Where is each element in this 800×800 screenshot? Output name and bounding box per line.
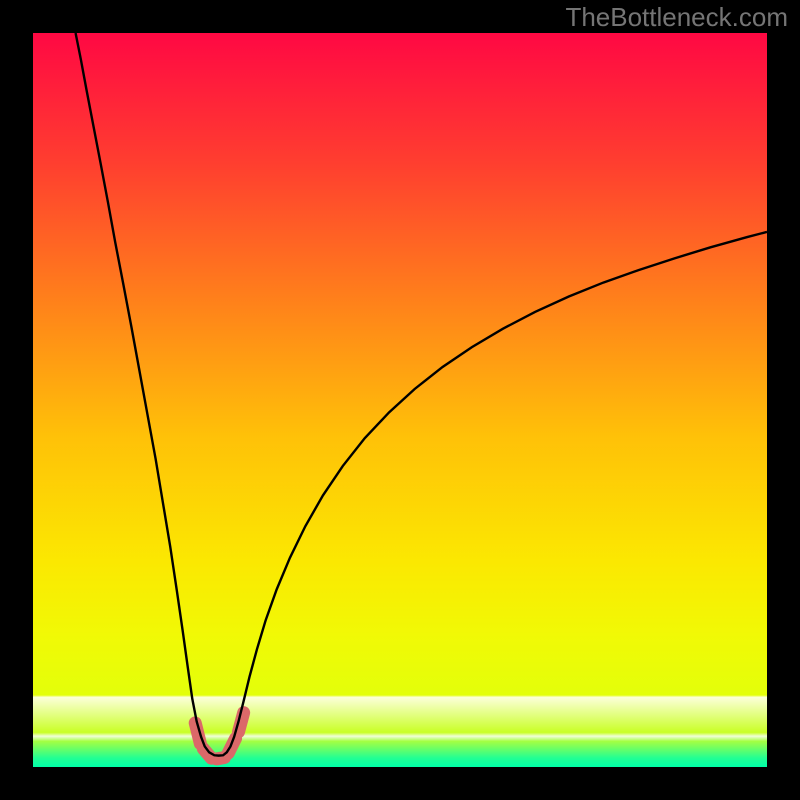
gradient-background xyxy=(33,33,767,767)
watermark-label: TheBottleneck.com xyxy=(565,2,788,33)
chart-plot-area xyxy=(33,33,767,767)
chart-svg xyxy=(33,33,767,767)
